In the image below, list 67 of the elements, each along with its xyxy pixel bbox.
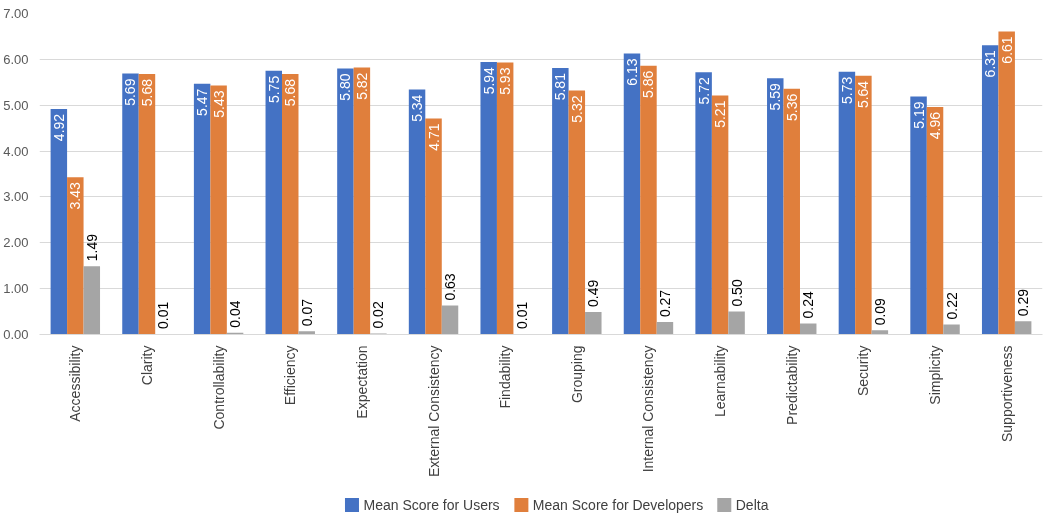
y-tick-label: 1.00 bbox=[3, 281, 29, 297]
y-tick-label: 7.00 bbox=[3, 6, 29, 21]
data-label: 4.92 bbox=[50, 113, 67, 142]
data-label: 0.01 bbox=[513, 301, 530, 330]
y-tick-label: 3.00 bbox=[3, 189, 29, 205]
data-label: 6.31 bbox=[982, 49, 999, 78]
data-label: 0.02 bbox=[370, 301, 387, 329]
data-label: 0.22 bbox=[943, 291, 960, 320]
x-tick-label: Learnability bbox=[712, 345, 729, 418]
data-label: 0.01 bbox=[155, 301, 172, 330]
data-label: 5.19 bbox=[910, 101, 927, 129]
legend-label: Mean Score for Users bbox=[363, 497, 500, 513]
data-label: 5.94 bbox=[480, 66, 497, 95]
data-label: 4.71 bbox=[425, 123, 442, 151]
x-tick-label: Grouping bbox=[568, 345, 585, 404]
data-label: 5.21 bbox=[712, 100, 729, 128]
data-label: 3.43 bbox=[67, 182, 84, 210]
data-label: 0.09 bbox=[871, 297, 888, 326]
y-tick-label: 4.00 bbox=[3, 143, 29, 159]
data-label: 6.61 bbox=[998, 36, 1015, 64]
data-label: 0.29 bbox=[1015, 288, 1032, 317]
x-tick-label: Security bbox=[855, 345, 872, 397]
x-tick-label: Efficiency bbox=[282, 345, 299, 406]
data-label: 0.04 bbox=[227, 300, 244, 328]
data-label: 5.64 bbox=[855, 80, 872, 109]
data-label: 5.68 bbox=[138, 78, 155, 107]
data-label: 5.43 bbox=[210, 90, 227, 118]
x-tick-label: Controllability bbox=[210, 345, 227, 430]
data-label: 0.27 bbox=[656, 289, 673, 318]
x-tick-label: Accessibility bbox=[67, 345, 84, 422]
legend-label: Mean Score for Developers bbox=[532, 497, 704, 513]
y-tick-label: 2.00 bbox=[3, 235, 29, 251]
data-label: 5.68 bbox=[282, 78, 299, 107]
x-tick-label: Clarity bbox=[138, 345, 155, 386]
data-label: 5.75 bbox=[265, 75, 282, 104]
data-label: 0.63 bbox=[442, 273, 459, 301]
data-label: 5.72 bbox=[695, 76, 712, 105]
y-tick-label: 0.00 bbox=[3, 327, 29, 342]
data-label: 5.47 bbox=[194, 88, 211, 116]
x-tick-label: External Consistency bbox=[425, 345, 442, 477]
data-label: 5.82 bbox=[353, 72, 370, 100]
x-tick-label: Findability bbox=[497, 345, 514, 409]
y-tick-label: 5.00 bbox=[3, 97, 29, 113]
data-label: 5.93 bbox=[497, 67, 514, 95]
y-tick-label: 6.00 bbox=[3, 51, 29, 67]
data-label: 5.86 bbox=[640, 70, 657, 99]
data-label: 1.49 bbox=[83, 233, 100, 262]
x-tick-label: Predictability bbox=[783, 345, 800, 425]
legend-label: Delta bbox=[735, 497, 769, 513]
data-label: 4.96 bbox=[927, 111, 944, 140]
x-tick-label: Supportiveness bbox=[998, 345, 1015, 442]
data-label: 5.34 bbox=[409, 94, 426, 122]
data-label: 0.49 bbox=[585, 279, 602, 308]
data-label: 5.36 bbox=[783, 93, 800, 121]
x-tick-label: Internal Consistency bbox=[640, 345, 657, 473]
x-tick-label: Expectation bbox=[353, 345, 370, 419]
data-label: 0.24 bbox=[800, 291, 817, 319]
data-label: 6.13 bbox=[623, 58, 640, 86]
data-label: 0.50 bbox=[728, 279, 745, 307]
data-label: 5.81 bbox=[552, 72, 569, 101]
data-label: 5.80 bbox=[337, 73, 354, 101]
x-tick-label: Simplicity bbox=[927, 345, 944, 405]
data-label: 5.32 bbox=[568, 95, 585, 123]
data-label: 5.59 bbox=[767, 82, 784, 111]
data-label: 5.73 bbox=[838, 76, 855, 104]
data-label: 0.07 bbox=[298, 298, 315, 327]
data-label: 5.69 bbox=[122, 78, 139, 106]
